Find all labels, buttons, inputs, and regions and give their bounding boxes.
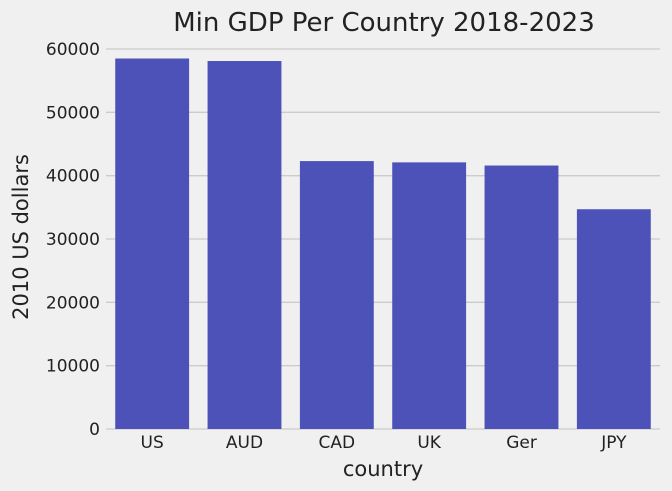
bar-us (115, 58, 190, 429)
y-tick-labels: 0 10000 20000 30000 40000 50000 60000 (46, 40, 100, 440)
x-axis-title: country (343, 457, 423, 481)
y-tick-label: 50000 (46, 103, 100, 123)
x-tick-label: CAD (319, 433, 356, 453)
bar-jpy (576, 209, 651, 429)
bar-cad (299, 161, 374, 429)
bar-ger (484, 165, 559, 430)
grid-lines (106, 48, 660, 430)
bars (115, 58, 651, 430)
y-tick-label: 10000 (46, 357, 100, 377)
y-tick-label: 60000 (46, 40, 100, 60)
x-tick-labels: US AUD CAD UK Ger JPY (141, 433, 628, 453)
x-tick-label: JPY (600, 433, 627, 453)
x-tick-label: AUD (226, 433, 263, 453)
bar-uk (392, 162, 467, 429)
y-tick-label: 40000 (46, 167, 100, 187)
y-axis-title: 2010 US dollars (9, 154, 33, 320)
chart-title: Min GDP Per Country 2018-2023 (173, 8, 594, 38)
x-tick-label: Ger (506, 433, 537, 453)
bar-aud (207, 61, 282, 430)
y-tick-label: 20000 (46, 293, 100, 313)
y-tick-label: 0 (89, 420, 100, 440)
x-tick-label: US (141, 433, 164, 453)
y-tick-label: 30000 (46, 230, 100, 250)
x-tick-label: UK (417, 433, 441, 453)
